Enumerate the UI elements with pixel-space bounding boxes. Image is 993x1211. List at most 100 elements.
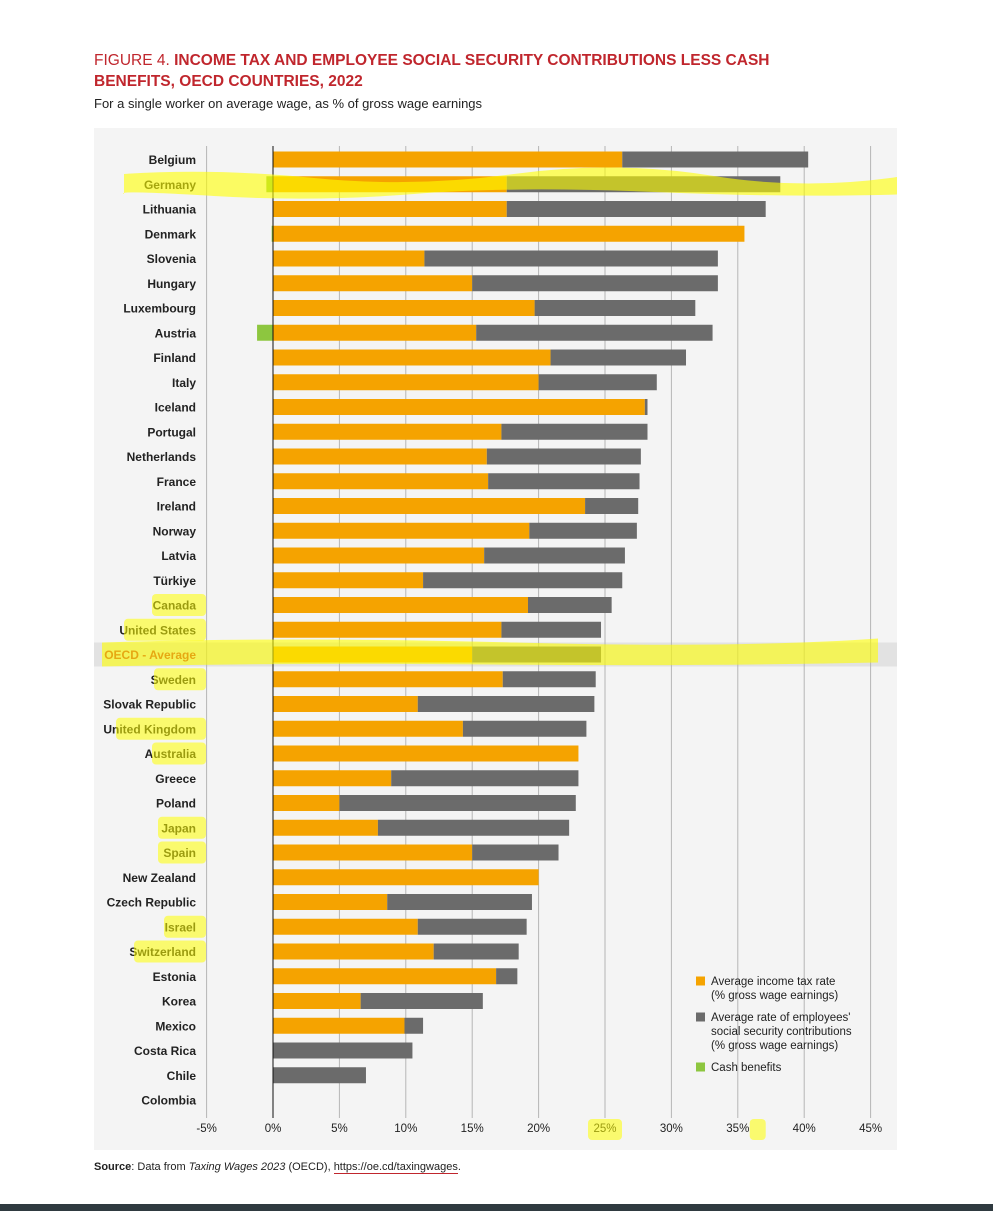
category-label: Costa Rica bbox=[134, 1044, 196, 1058]
social-security-bar bbox=[417, 918, 527, 935]
income-tax-bar bbox=[273, 324, 477, 341]
category-label: Netherlands bbox=[127, 450, 197, 464]
income-tax-bar bbox=[273, 201, 507, 217]
income-tax-bar bbox=[273, 399, 645, 415]
income-tax-bar bbox=[273, 844, 473, 861]
source-link[interactable]: https://oe.cd/taxingwages bbox=[333, 1161, 458, 1174]
category-label: Poland bbox=[156, 797, 196, 811]
social-security-bar bbox=[360, 993, 483, 1009]
highlighter-mark bbox=[124, 618, 206, 641]
x-tick-label: 10% bbox=[394, 1123, 417, 1135]
social-security-bar bbox=[534, 300, 696, 316]
category-label: Czech Republic bbox=[107, 896, 197, 910]
highlighter-mark bbox=[158, 841, 206, 864]
chart-area: BelgiumGermanyLithuaniaDenmarkSloveniaHu… bbox=[94, 128, 917, 1150]
x-tick-label: 0% bbox=[265, 1123, 282, 1135]
x-tick-label: 40% bbox=[793, 1123, 816, 1135]
category-label: Latvia bbox=[161, 549, 196, 563]
x-tick-label: 5% bbox=[331, 1123, 348, 1135]
cash-benefits-bar bbox=[257, 324, 273, 341]
category-label: Chile bbox=[167, 1069, 197, 1083]
income-tax-bar bbox=[273, 795, 340, 811]
highlighter-mark bbox=[152, 594, 206, 616]
category-label: Norway bbox=[153, 524, 197, 538]
social-security-bar bbox=[273, 1042, 413, 1059]
legend-label: Average income tax rate bbox=[711, 976, 835, 988]
income-tax-bar bbox=[273, 423, 502, 440]
legend-swatch bbox=[696, 1062, 705, 1072]
category-label: Hungary bbox=[147, 277, 196, 291]
category-label: Greece bbox=[155, 772, 196, 786]
x-tick-label: 20% bbox=[527, 1123, 550, 1135]
income-tax-bar bbox=[273, 522, 530, 539]
social-security-bar bbox=[423, 572, 623, 589]
category-label: Korea bbox=[162, 995, 196, 1009]
income-tax-bar bbox=[273, 547, 485, 564]
category-label: Slovak Republic bbox=[103, 698, 196, 712]
legend-label: social security contributions bbox=[711, 1026, 852, 1038]
category-label: Luxembourg bbox=[123, 302, 196, 316]
highlighter-mark bbox=[123, 167, 917, 199]
x-tick-label: 45% bbox=[859, 1123, 882, 1135]
category-label: France bbox=[157, 475, 197, 489]
social-security-bar bbox=[391, 770, 579, 787]
cash-benefits-bar bbox=[271, 225, 273, 242]
category-label: Italy bbox=[172, 376, 196, 390]
income-tax-bar bbox=[273, 151, 623, 168]
figure-label: FIGURE 4. bbox=[94, 52, 170, 69]
figure-title-text: INCOME TAX AND EMPLOYEE SOCIAL SECURITY … bbox=[94, 52, 770, 90]
figure-title: FIGURE 4. INCOME TAX AND EMPLOYEE SOCIAL… bbox=[94, 50, 854, 92]
social-security-bar bbox=[339, 795, 576, 811]
social-security-bar bbox=[529, 522, 637, 539]
income-tax-bar bbox=[273, 918, 418, 935]
social-security-bar bbox=[404, 1017, 424, 1034]
page-bottom-bar bbox=[0, 1204, 993, 1211]
social-security-bar bbox=[496, 968, 518, 985]
income-tax-bar bbox=[273, 448, 487, 465]
social-security-bar bbox=[273, 1067, 366, 1084]
social-security-bar bbox=[424, 250, 718, 267]
social-security-bar bbox=[502, 671, 596, 688]
social-security-bar bbox=[527, 597, 612, 613]
social-security-bar bbox=[501, 621, 602, 638]
category-label: Türkiye bbox=[153, 574, 196, 588]
social-security-bar bbox=[506, 201, 766, 217]
social-security-bar bbox=[472, 275, 718, 292]
category-label: Austria bbox=[155, 326, 197, 340]
income-tax-bar bbox=[273, 597, 528, 613]
legend-label: (% gross wage earnings) bbox=[711, 990, 838, 1002]
figure-subtitle: For a single worker on average wage, as … bbox=[94, 96, 483, 111]
category-label: Belgium bbox=[149, 153, 196, 167]
social-security-bar bbox=[538, 374, 657, 391]
highlighter-mark bbox=[102, 638, 878, 667]
income-tax-bar bbox=[273, 621, 502, 638]
category-label: Iceland bbox=[155, 401, 196, 415]
social-security-bar bbox=[501, 423, 648, 440]
social-security-bar bbox=[585, 498, 639, 514]
legend-swatch bbox=[696, 1012, 705, 1022]
highlighter-mark bbox=[158, 816, 206, 839]
category-label: Ireland bbox=[157, 500, 196, 514]
social-security-bar bbox=[486, 448, 641, 465]
social-security-bar bbox=[377, 819, 570, 836]
highlighter-mark bbox=[134, 940, 206, 963]
social-security-bar bbox=[387, 894, 532, 910]
category-label: Finland bbox=[153, 351, 196, 365]
social-security-bar bbox=[550, 349, 687, 366]
social-security-bar bbox=[417, 696, 595, 712]
income-tax-bar bbox=[273, 473, 489, 490]
social-security-bar bbox=[644, 399, 648, 415]
category-label: Slovenia bbox=[147, 252, 197, 266]
income-tax-bar bbox=[273, 300, 535, 316]
source-text-mid: (OECD), bbox=[285, 1161, 334, 1173]
income-tax-bar bbox=[273, 275, 473, 292]
income-tax-bar bbox=[273, 572, 424, 589]
income-tax-bar bbox=[273, 225, 745, 242]
income-tax-bar bbox=[273, 1017, 405, 1034]
income-tax-bar bbox=[273, 894, 388, 910]
legend-swatch bbox=[696, 976, 705, 986]
source-label: Source bbox=[94, 1161, 132, 1173]
social-security-bar bbox=[433, 943, 519, 960]
income-tax-bar bbox=[273, 671, 503, 688]
category-label: Lithuania bbox=[143, 203, 197, 217]
